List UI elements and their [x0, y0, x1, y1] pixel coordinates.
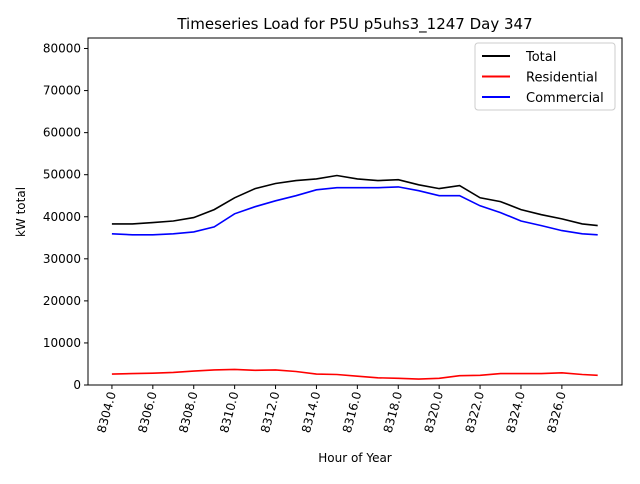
x-tick-label: 8304.0 — [94, 390, 118, 434]
series-line-total — [111, 174, 598, 227]
x-tick-label: 8314.0 — [299, 390, 323, 434]
legend-box — [474, 42, 616, 111]
y-tick-label: 30000 — [43, 252, 81, 266]
series-line-residential — [111, 368, 598, 380]
x-tick-label: 8310.0 — [217, 390, 241, 434]
plot-frame — [87, 37, 623, 386]
x-axis-label: Hour of Year — [318, 451, 392, 465]
y-tick-label: 60000 — [43, 126, 81, 140]
x-tick-label: 8324.0 — [503, 390, 527, 434]
y-tick-label: 0 — [73, 378, 81, 392]
x-tick-label: 8320.0 — [422, 390, 446, 434]
y-tick-label: 80000 — [43, 42, 81, 56]
x-tick-label: 8326.0 — [544, 390, 568, 434]
y-axis-label: kW total — [14, 187, 28, 237]
legend-label-total: Total — [525, 50, 556, 65]
series-line-commercial — [111, 186, 598, 236]
y-tick-label: 50000 — [43, 168, 81, 182]
x-tick-label: 8306.0 — [135, 390, 159, 434]
y-tick-label: 40000 — [43, 210, 81, 224]
x-tick-label: 8308.0 — [176, 390, 200, 434]
legend-label-commercial: Commercial — [526, 91, 604, 106]
y-tick-label: 20000 — [43, 294, 81, 308]
legend-label-residential: Residential — [526, 71, 598, 86]
x-tick-label: 8312.0 — [258, 390, 282, 434]
y-tick-label: 10000 — [43, 336, 81, 350]
x-tick-label: 8322.0 — [463, 390, 487, 434]
x-tick-label: 8318.0 — [381, 390, 405, 434]
y-tick-label: 70000 — [43, 84, 81, 98]
chart-title: Timeseries Load for P5U p5uhs3_1247 Day … — [176, 15, 532, 34]
x-tick-label: 8316.0 — [340, 390, 364, 434]
legend: Total Residential Commercial — [474, 42, 616, 111]
